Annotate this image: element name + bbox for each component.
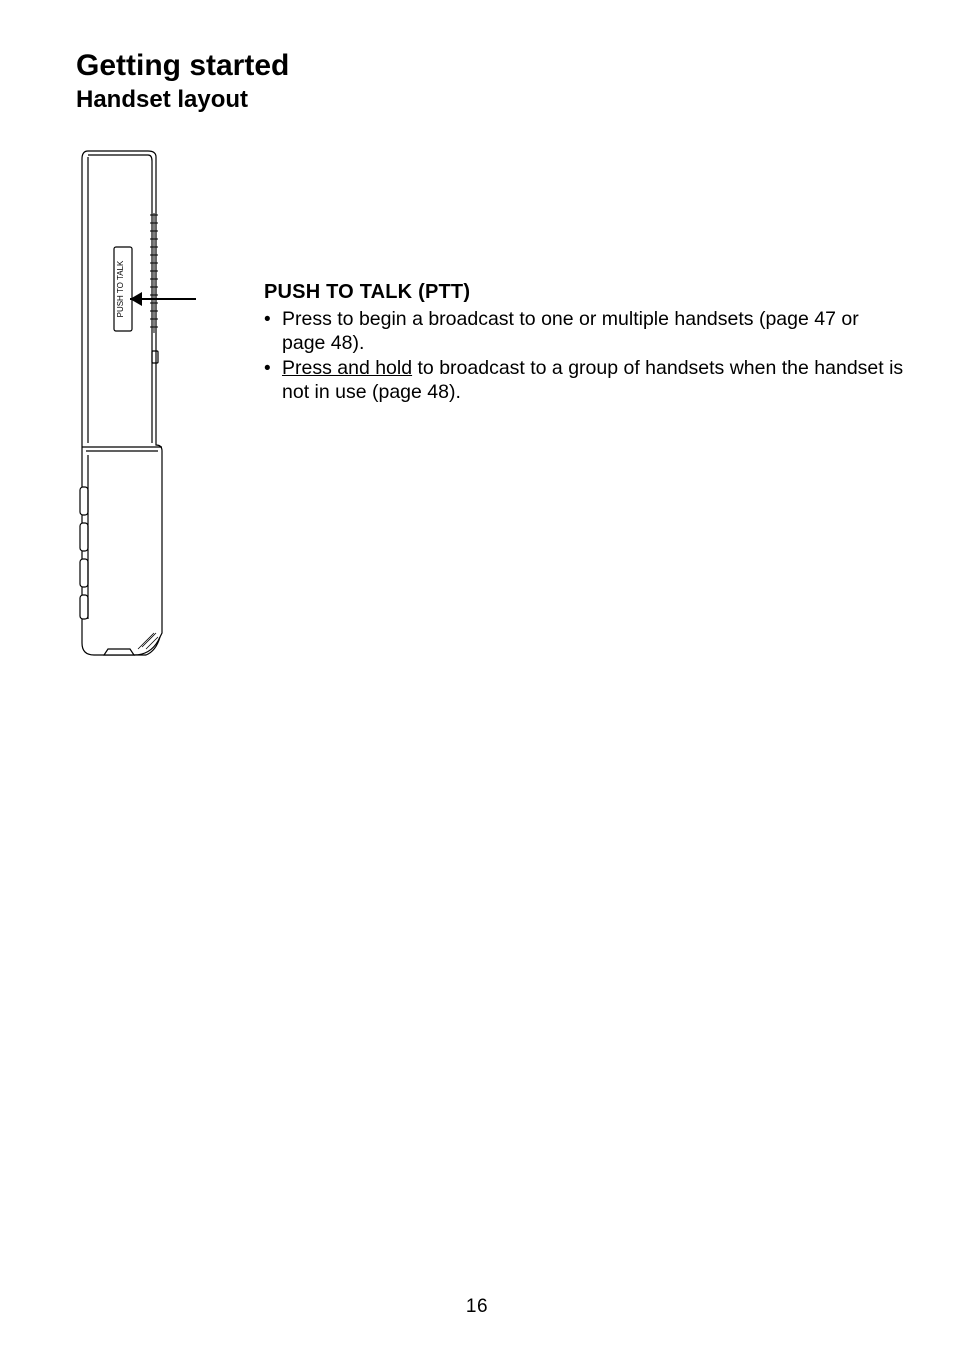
page-number: 16 [0,1296,954,1318]
bullet-underline: Press and hold [282,357,412,379]
handset-side-svg: PUSH TO TALK [76,143,170,663]
chapter-heading: Getting started [76,48,906,84]
content-row: PUSH TO TALK PUSH TO TALK (PTT) Press to… [76,143,906,663]
callout-leader-line [130,298,196,300]
callout-bullet: Press to begin a broadcast to one or mul… [264,308,906,356]
callout-bullet: Press and hold to broadcast to a group o… [264,357,906,405]
callout-bullet-list: Press to begin a broadcast to one or mul… [264,308,906,405]
section-heading: Handset layout [76,86,906,115]
callout-title: PUSH TO TALK (PTT) [264,281,906,304]
page-container: Getting started Handset layout [0,0,954,663]
callout-column: PUSH TO TALK (PTT) Press to begin a broa… [196,143,906,407]
bullet-text: Press to begin a broadcast to one or mul… [282,308,859,354]
handset-diagram: PUSH TO TALK [76,143,196,663]
ptt-label-text: PUSH TO TALK [116,260,125,317]
